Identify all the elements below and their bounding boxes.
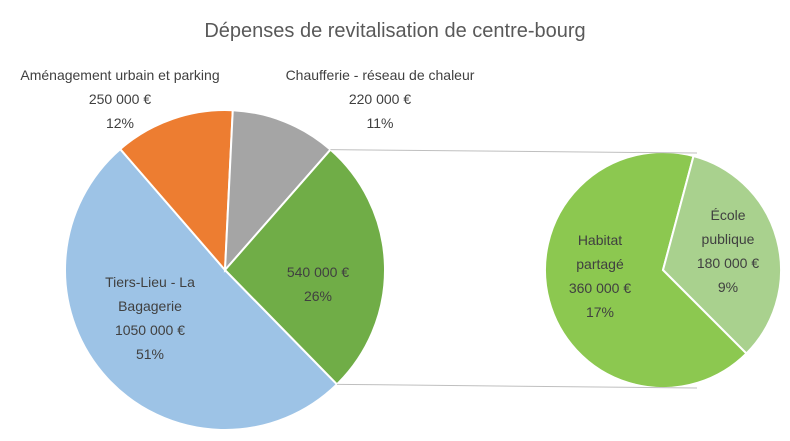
percent-label: 11%	[366, 115, 394, 131]
pie-slice	[118, 109, 234, 273]
category-label: Habitat partagé	[576, 232, 624, 272]
connector	[330, 149, 698, 154]
percent-label: 12%	[105, 115, 135, 131]
data-label: Tiers-Lieu - La Bagagerie 1050 000 € 51%	[75, 270, 225, 366]
pie-slice	[544, 151, 748, 389]
pie-slice	[223, 148, 386, 386]
percent-label: 9%	[717, 279, 739, 295]
value-label: 360 000 €	[568, 280, 632, 296]
connector	[336, 383, 698, 389]
data-label: 540 000 € 26%	[268, 260, 368, 308]
category-label: Chaufferie - réseau de chaleur	[285, 67, 475, 83]
category-label: Tiers-Lieu - La Bagagerie	[105, 274, 195, 314]
percent-label: 17%	[585, 304, 615, 320]
value-label: 250 000 €	[88, 91, 152, 107]
percent-label: 26%	[303, 288, 333, 304]
category-label: École publique	[701, 207, 755, 247]
pie-slice	[223, 109, 332, 273]
percent-label: 51%	[135, 346, 165, 362]
data-label: Aménagement urbain et parking 250 000 € 12…	[5, 63, 235, 135]
data-label: Chaufferie - réseau de chaleur 220 000 € 1…	[280, 63, 480, 135]
category-label: Aménagement urbain et parking	[20, 67, 220, 83]
value-label: 220 000 €	[348, 91, 412, 107]
pie-slice	[64, 147, 339, 431]
data-label: École publique 180 000 € 9%	[683, 203, 773, 299]
pie-slice	[661, 154, 782, 355]
data-label: Habitat partagé 360 000 € 17%	[555, 228, 645, 324]
value-label: 540 000 €	[286, 264, 350, 280]
value-label: 180 000 €	[696, 255, 760, 271]
chart-title: Dépenses de revitalisation de centre-bou…	[204, 20, 586, 42]
value-label: 1050 000 €	[114, 322, 186, 338]
